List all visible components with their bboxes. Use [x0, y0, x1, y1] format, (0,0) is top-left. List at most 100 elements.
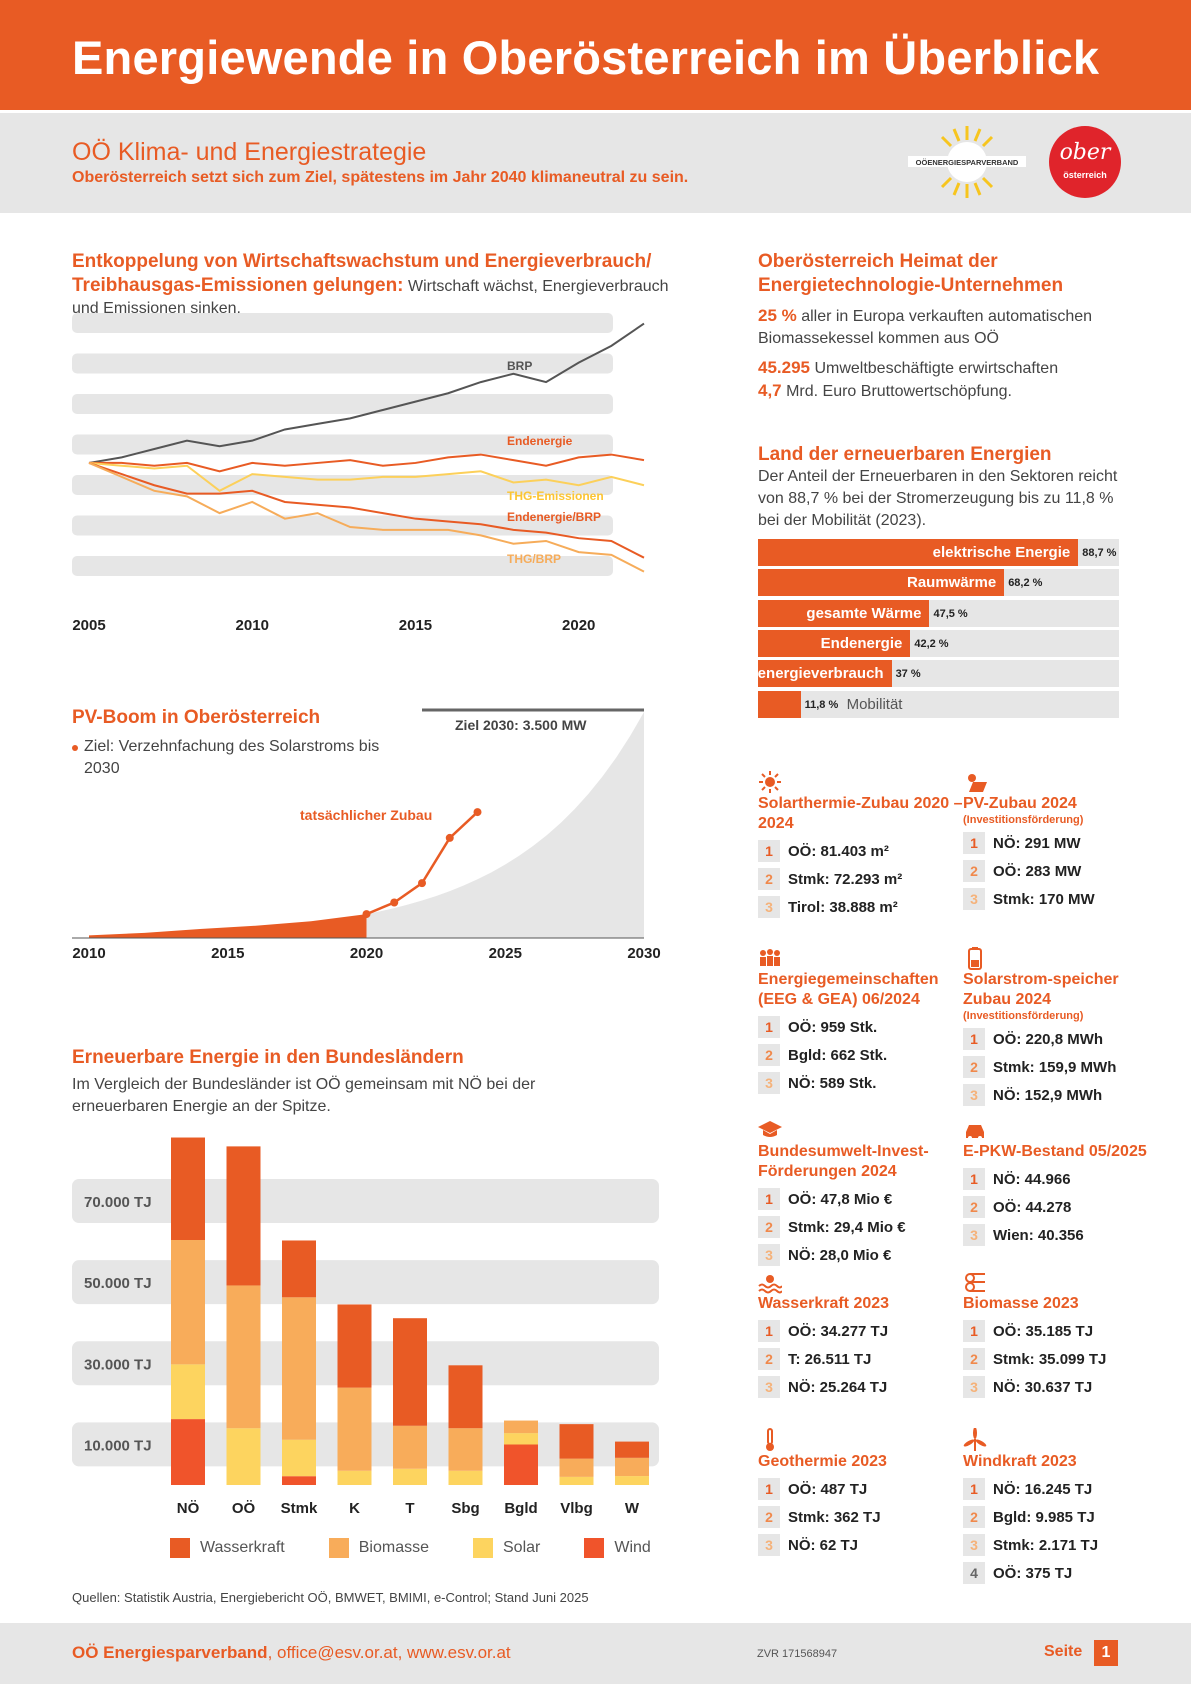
- rank-badge: 1: [758, 1478, 780, 1500]
- ranking-value: NÖ: 16.245 TJ: [993, 1480, 1093, 1498]
- share-bar: [758, 660, 892, 688]
- rank-badge: 2: [963, 1056, 985, 1078]
- stat-title: Energiegemeinschaften (EEG & GEA) 06/202…: [758, 971, 939, 1008]
- states-title: Erneuerbare Energie in den Bundesländern: [72, 1047, 464, 1068]
- footer-contact: OÖ Energiesparverband, office@esv.or.at,…: [72, 1643, 511, 1663]
- actual-point: [362, 910, 371, 919]
- x-tick-label: 2020: [562, 617, 595, 634]
- ooe-logo: ober österreich: [1049, 126, 1121, 198]
- y-tick-label: 30.000 TJ: [84, 1356, 152, 1373]
- rank-badge: 2: [758, 1348, 780, 1370]
- share-row: 88,7 % elektrische Energie: [758, 539, 1119, 566]
- rank-badge: 1: [963, 1478, 985, 1500]
- stat-title: Solarstrom-speicher Zubau 2024: [963, 971, 1119, 1008]
- stat-note: (Investitionsförderung): [963, 814, 1084, 826]
- ranking-value: Stmk: 362 TJ: [788, 1508, 881, 1526]
- ranking-row: 2 Bgld: 662 Stk.: [758, 1044, 963, 1066]
- ranking-value: Bgld: 662 Stk.: [788, 1046, 888, 1064]
- rank-badge: 1: [963, 1320, 985, 1342]
- ranking-row: 2 T: 26.511 TJ: [758, 1348, 963, 1370]
- decoupling-title: Entkoppelung von Wirtschaftswachstum und…: [72, 251, 652, 296]
- ranking-row: 1 OÖ: 35.185 TJ: [963, 1320, 1168, 1342]
- stat-block: E-PKW-Bestand 05/2025 1 NÖ: 44.966 2 OÖ: 44.…: [963, 1118, 1168, 1246]
- share-value: 37 %: [895, 668, 921, 681]
- ranking-row: 1 NÖ: 291 MW: [963, 832, 1168, 854]
- share-value: 47,5 %: [933, 607, 968, 620]
- ranking-row: 3 Tirol: 38.888 m²: [758, 896, 963, 918]
- share-bar: [758, 629, 911, 657]
- rank-badge: 1: [758, 1320, 780, 1342]
- wind-turbine-icon: [963, 1427, 987, 1452]
- x-tick-label: 2010: [236, 617, 269, 634]
- ranking-value: Wien: 40.356: [993, 1226, 1084, 1244]
- stat-note: (Investitionsförderung): [963, 1010, 1084, 1022]
- rank-badge: 1: [758, 840, 780, 862]
- share-value: 68,2 %: [1008, 577, 1043, 590]
- series-line-brp: [88, 322, 645, 464]
- bar-segment-biomasse: [504, 1420, 538, 1434]
- bar-segment-wasserkraft: [448, 1365, 483, 1429]
- solar-panel-icon: [963, 770, 987, 794]
- share-category: gesamte Wärme: [806, 604, 922, 622]
- ranking-value: Tirol: 38.888 m²: [788, 898, 898, 916]
- rank-badge: 1: [963, 1168, 985, 1190]
- legend-item-solar: Solar: [473, 1538, 540, 1558]
- ranking-row: 3 NÖ: 30.637 TJ: [963, 1376, 1168, 1398]
- rank-badge: 2: [963, 1196, 985, 1218]
- ranking-value: NÖ: 25.264 TJ: [788, 1378, 888, 1396]
- footer-page-number: 1: [1094, 1640, 1118, 1666]
- ranking-row: 1 NÖ: 16.245 TJ: [963, 1478, 1168, 1500]
- ranking-row: 1 OÖ: 81.403 m²: [758, 840, 963, 862]
- share-row: 11,8 % Mobilität: [758, 690, 1119, 718]
- x-tick-label: 2015: [211, 945, 244, 962]
- rank-badge: 3: [758, 1376, 780, 1398]
- ranking-value: OÖ: 487 TJ: [788, 1480, 868, 1498]
- rank-badge: 2: [963, 860, 985, 882]
- page-title: Energiewende in Oberösterreich im Überbl…: [72, 31, 1100, 84]
- category-label: T: [405, 1500, 414, 1517]
- ranking-value: OÖ: 220,8 MWh: [993, 1030, 1104, 1048]
- ranking-value: OÖ: 35.185 TJ: [993, 1322, 1094, 1340]
- bar-segment-wind: [504, 1444, 538, 1485]
- ranking-row: 2 OÖ: 283 MW: [963, 860, 1168, 882]
- stat-block: Windkraft 2023 1 NÖ: 16.245 TJ 2 Bgld: 9.985…: [963, 1427, 1168, 1584]
- bar-segment-solar: [337, 1470, 372, 1485]
- battery-icon: [963, 946, 987, 970]
- page-footer: OÖ Energiesparverband, office@esv.or.at,…: [0, 1623, 1191, 1684]
- x-tick-label: 2005: [72, 617, 105, 634]
- series-line-endenergie-brp: [88, 461, 645, 559]
- share-row: 68,2 % Raumwärme: [758, 569, 1119, 597]
- ranking-row: 2 Stmk: 362 TJ: [758, 1506, 963, 1528]
- stat-title: Bundesumwelt-Invest-Förderungen 2024: [758, 1143, 929, 1180]
- stat-block: Solarstrom-speicher Zubau 2024 (Investiti…: [963, 946, 1168, 1106]
- share-value: 42,2 %: [914, 637, 949, 650]
- ev-car-icon: [963, 1118, 987, 1142]
- footer-contact-links[interactable]: , office@esv.or.at, www.esv.or.at: [267, 1643, 511, 1662]
- rank-badge: 4: [963, 1562, 985, 1584]
- grid-band: [72, 475, 613, 495]
- share-category: elektrische Energie: [932, 544, 1071, 561]
- states-text: Im Vergleich der Bundesländer ist OÖ gem…: [72, 1076, 536, 1115]
- rank-badge: 2: [963, 1506, 985, 1528]
- share-row: 37 % Primärenergieverbrauch: [710, 660, 1119, 688]
- share-value: 11,8 %: [804, 698, 839, 711]
- ooe-logo-word: ober: [1059, 140, 1111, 165]
- ranking-value: Bgld: 9.985 TJ: [993, 1508, 1095, 1526]
- pv-chart: Ziel 2030: 3.500 MW tatsächlicher Zubau 20…: [72, 708, 661, 962]
- ranking-row: 3 Stmk: 170 MW: [963, 888, 1168, 910]
- ranking-row: 3 NÖ: 589 Stk.: [758, 1072, 963, 1094]
- ranking-value: OÖ: 375 TJ: [993, 1564, 1073, 1582]
- sun-icon: [758, 770, 782, 794]
- bar-segment-biomasse: [393, 1425, 427, 1469]
- share-category: Raumwärme: [907, 574, 997, 592]
- ranking-value: OÖ: 283 MW: [993, 862, 1082, 880]
- share-row: 47,5 % gesamte Wärme: [758, 599, 1119, 627]
- bar-segment-biomasse: [337, 1387, 372, 1471]
- grid-band: [72, 353, 613, 374]
- ranking-row: 3 NÖ: 28,0 Mio €: [758, 1244, 963, 1266]
- series-label: THG-Emissionen: [507, 489, 604, 503]
- category-label: W: [625, 1500, 640, 1517]
- share-row: 42,2 % Endenergie: [758, 629, 1119, 657]
- rank-badge: 1: [758, 1016, 780, 1038]
- ranking-row: 3 NÖ: 25.264 TJ: [758, 1376, 963, 1398]
